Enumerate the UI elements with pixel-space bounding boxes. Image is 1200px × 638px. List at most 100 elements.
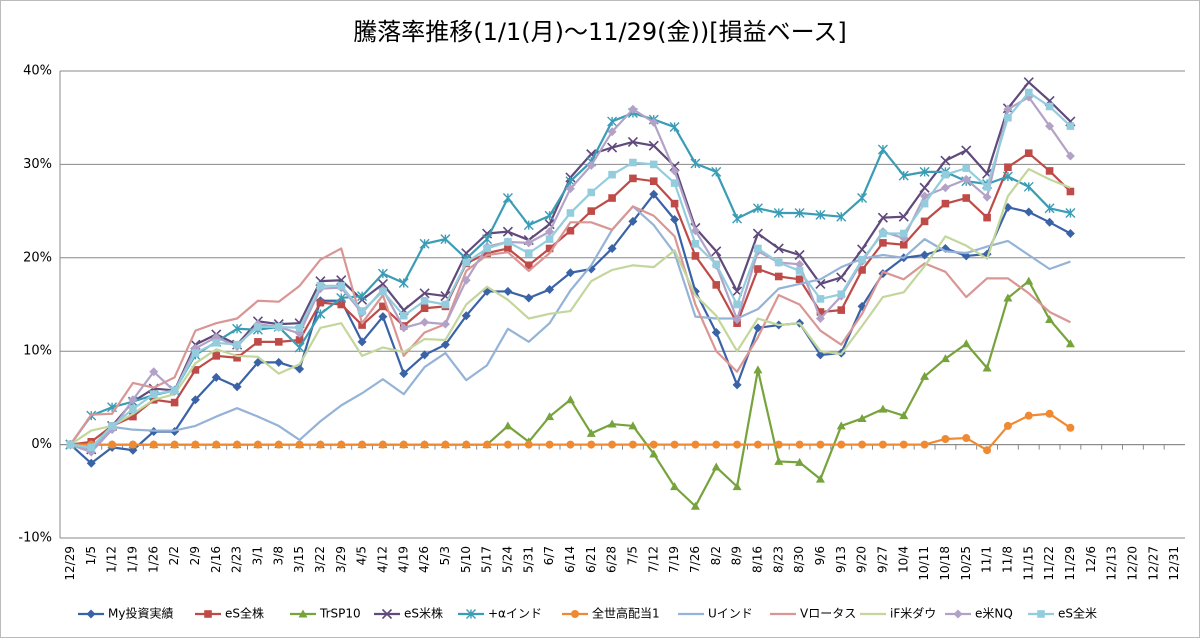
marker xyxy=(337,300,346,309)
marker xyxy=(837,290,846,299)
marker xyxy=(920,440,929,449)
marker xyxy=(628,421,638,430)
marker xyxy=(502,226,513,237)
marker xyxy=(732,482,742,491)
marker xyxy=(982,363,992,372)
y-tick-label: 30% xyxy=(23,157,52,172)
marker xyxy=(294,342,305,353)
marker xyxy=(419,238,430,249)
marker xyxy=(649,117,659,127)
marker xyxy=(440,234,451,245)
marker xyxy=(877,212,888,223)
marker xyxy=(1024,276,1034,285)
marker xyxy=(1045,121,1055,131)
y-tick-label: 20% xyxy=(23,250,52,265)
marker xyxy=(711,246,722,257)
marker xyxy=(815,209,826,220)
marker xyxy=(441,440,450,449)
marker xyxy=(858,266,866,274)
marker xyxy=(254,338,262,346)
marker xyxy=(358,321,366,329)
legend-label: Vロータス xyxy=(800,607,856,621)
marker xyxy=(274,323,283,331)
marker xyxy=(711,328,721,338)
marker xyxy=(1003,104,1013,114)
marker xyxy=(315,308,326,319)
marker xyxy=(149,367,159,377)
marker xyxy=(795,440,804,449)
marker xyxy=(1045,167,1054,175)
chart-title: 騰落率推移(1/1(月)～11/29(金))[損益ベース] xyxy=(353,18,847,46)
marker xyxy=(191,366,200,374)
marker xyxy=(1065,229,1075,239)
marker xyxy=(858,440,867,449)
marker xyxy=(690,226,700,236)
marker xyxy=(607,116,618,127)
marker xyxy=(253,357,263,367)
marker xyxy=(649,160,658,169)
x-tick-label: 7/5 xyxy=(625,546,639,565)
marker xyxy=(377,268,388,279)
legend-marker xyxy=(571,610,579,618)
series xyxy=(69,167,1071,446)
marker xyxy=(1003,293,1013,302)
marker xyxy=(629,174,637,183)
marker xyxy=(836,211,847,222)
x-tick-label: 8/30 xyxy=(792,546,806,573)
marker xyxy=(420,304,429,313)
marker xyxy=(190,395,200,405)
marker xyxy=(399,369,409,379)
x-tick-label: 12/13 xyxy=(1105,546,1119,581)
marker xyxy=(191,349,200,357)
marker xyxy=(899,440,908,449)
marker xyxy=(586,428,596,437)
marker xyxy=(712,260,721,269)
marker xyxy=(920,371,930,380)
marker xyxy=(961,339,971,348)
marker xyxy=(649,177,658,186)
marker xyxy=(524,261,533,270)
marker xyxy=(357,337,367,347)
y-tick-label: 10% xyxy=(23,344,52,359)
x-tick-label: 11/15 xyxy=(1021,546,1035,581)
marker xyxy=(129,405,137,413)
x-tick-label: 9/6 xyxy=(813,546,827,565)
marker xyxy=(86,458,96,468)
marker xyxy=(648,140,659,151)
legend-label: My投資実績 xyxy=(108,606,173,621)
series-line xyxy=(70,205,1071,451)
marker xyxy=(66,440,75,449)
marker xyxy=(274,357,284,367)
legend-marker xyxy=(466,609,476,619)
marker xyxy=(170,386,179,395)
series xyxy=(66,149,1075,449)
x-tick-label: 9/13 xyxy=(834,546,848,573)
marker xyxy=(691,252,700,260)
x-tick-label: 4/19 xyxy=(396,546,410,573)
marker xyxy=(420,440,429,449)
x-tick-label: 8/16 xyxy=(750,546,764,573)
x-tick-label: 7/19 xyxy=(667,546,681,573)
marker xyxy=(440,340,450,350)
marker xyxy=(544,210,555,221)
marker xyxy=(649,449,659,458)
x-tick-label: 11/22 xyxy=(1042,546,1056,581)
marker xyxy=(649,189,659,199)
marker xyxy=(940,183,950,193)
legend-label: +αインド xyxy=(488,607,542,621)
marker xyxy=(1065,207,1076,218)
marker xyxy=(483,244,491,253)
legend-label: Uインド xyxy=(708,607,753,621)
marker xyxy=(524,238,534,248)
marker xyxy=(858,255,866,264)
legend-marker xyxy=(204,610,212,618)
x-tick-label: 6/28 xyxy=(605,546,619,573)
x-tick-label: 1/19 xyxy=(125,546,139,573)
marker xyxy=(254,323,262,331)
marker xyxy=(879,239,887,247)
marker xyxy=(711,166,722,177)
marker xyxy=(773,207,784,218)
marker xyxy=(754,265,762,273)
marker xyxy=(586,160,596,170)
marker xyxy=(295,336,304,344)
